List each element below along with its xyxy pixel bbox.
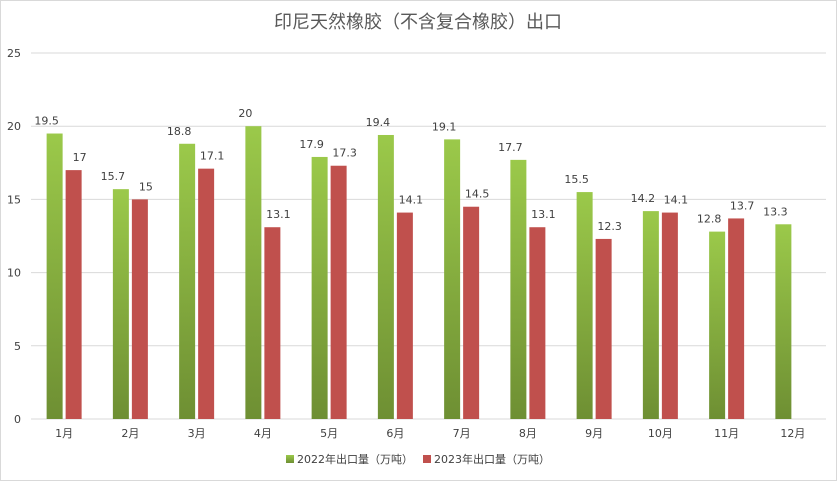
x-tick-label: 2月 <box>121 427 139 440</box>
x-tick-label: 11月 <box>714 427 739 440</box>
data-label: 19.1 <box>432 120 457 133</box>
y-tick-label: 5 <box>14 340 21 353</box>
data-label: 12.3 <box>597 220 622 233</box>
data-label: 12.8 <box>697 213 722 226</box>
y-axis-ticks: 0 5 10 15 20 25 <box>7 47 21 426</box>
legend-label: 2022年出口量（万吨） <box>297 452 413 466</box>
bar-2023-5 <box>330 165 347 419</box>
bars <box>46 126 792 419</box>
gridlines <box>31 52 826 420</box>
bar-2023-3 <box>198 168 215 419</box>
data-label: 14.5 <box>465 188 490 201</box>
bar-2023-7 <box>463 206 480 419</box>
data-label: 14.1 <box>664 194 689 207</box>
data-label: 13.1 <box>531 208 556 221</box>
data-label: 13.3 <box>763 205 788 218</box>
data-label: 17.1 <box>200 150 225 163</box>
data-label: 19.4 <box>366 116 391 129</box>
bar-2023-1 <box>65 170 82 419</box>
bar-2023-10 <box>661 212 678 419</box>
x-tick-label: 6月 <box>386 427 404 440</box>
data-label: 15 <box>139 180 153 193</box>
data-label: 15.5 <box>564 173 589 186</box>
bar-2023-9 <box>595 238 612 419</box>
data-label: 14.1 <box>399 194 424 207</box>
bar-2022-9 <box>576 192 593 419</box>
chart-title: 印尼天然橡胶（不含复合橡胶）出口 <box>274 12 562 33</box>
data-label: 15.7 <box>101 170 126 183</box>
bar-2022-2 <box>112 189 129 419</box>
bar-2023-11 <box>728 218 745 419</box>
data-label: 13.7 <box>730 199 755 212</box>
data-label: 17.9 <box>299 138 324 151</box>
bar-2022-5 <box>311 156 328 419</box>
x-tick-label: 8月 <box>519 427 537 440</box>
y-tick-label: 0 <box>14 413 21 426</box>
x-tick-label: 3月 <box>188 427 206 440</box>
data-label: 17.3 <box>332 147 357 160</box>
x-tick-label: 10月 <box>648 427 673 440</box>
data-label: 13.1 <box>266 208 291 221</box>
data-label: 17 <box>73 151 87 164</box>
x-tick-label: 9月 <box>585 427 603 440</box>
bar-2023-8 <box>529 227 546 419</box>
x-tick-label: 4月 <box>254 427 272 440</box>
data-label: 19.5 <box>34 115 59 128</box>
y-tick-label: 20 <box>7 120 21 133</box>
data-labels: 19.5 17 15.7 15 18.8 17.1 20 13.1 17.9 17.3 19.4 14… <box>34 107 787 233</box>
data-label: 18.8 <box>167 125 192 138</box>
legend-label: 2023年出口量（万吨） <box>434 452 550 466</box>
bar-2023-2 <box>131 199 148 419</box>
y-tick-label: 15 <box>7 193 21 206</box>
legend-swatch <box>286 455 294 463</box>
bar-2022-8 <box>510 159 527 419</box>
bar-2023-4 <box>264 227 281 419</box>
bar-2022-1 <box>46 133 63 419</box>
data-label: 20 <box>238 107 252 120</box>
y-tick-label: 25 <box>7 47 21 60</box>
bar-2022-10 <box>642 211 659 419</box>
y-tick-label: 10 <box>7 267 21 280</box>
bar-2022-11 <box>709 231 726 419</box>
x-axis-ticks: 1月 2月 3月 4月 5月 6月 7月 8月 9月 10月 11月 12月 <box>55 427 805 440</box>
bar-2022-3 <box>179 143 196 419</box>
bar-2022-12 <box>775 224 792 419</box>
x-tick-label: 12月 <box>780 427 805 440</box>
bar-2022-6 <box>377 134 394 419</box>
legend: 2022年出口量（万吨） 2023年出口量（万吨） <box>286 452 550 466</box>
legend-swatch <box>423 455 431 463</box>
x-tick-label: 1月 <box>55 427 73 440</box>
data-label: 14.2 <box>631 192 656 205</box>
x-tick-label: 7月 <box>453 427 471 440</box>
bar-2022-4 <box>245 126 262 419</box>
bar-2022-7 <box>444 139 461 419</box>
x-tick-label: 5月 <box>320 427 338 440</box>
bar-2023-6 <box>396 212 413 419</box>
data-label: 17.7 <box>498 141 523 154</box>
